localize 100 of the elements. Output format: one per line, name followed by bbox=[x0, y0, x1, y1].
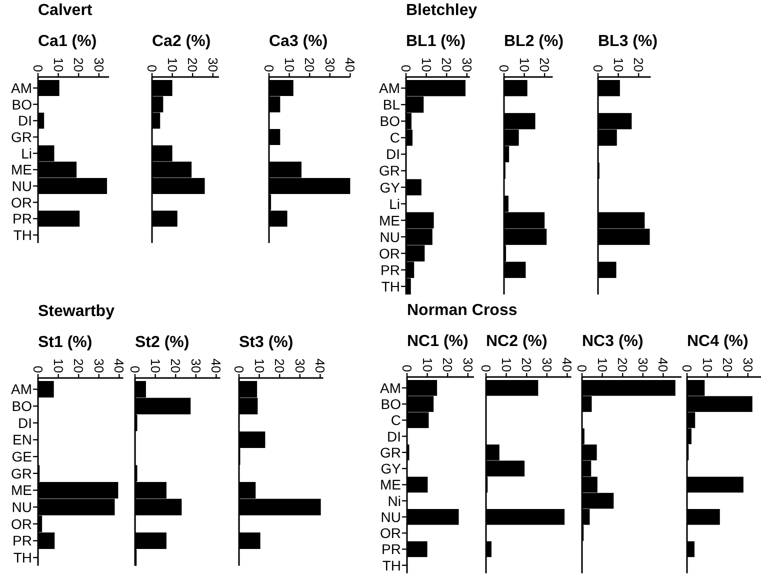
y-tick-label: NU bbox=[12, 178, 32, 194]
y-tick-label: ME bbox=[379, 212, 400, 228]
x-tick-label: 0 bbox=[30, 366, 46, 373]
y-tick-label: C bbox=[390, 130, 400, 146]
y-tick-label: BO bbox=[380, 113, 400, 130]
x-axis-title: BL3 (%) bbox=[598, 33, 658, 50]
x-axis-title: NC4 (%) bbox=[687, 333, 748, 350]
x-tick-label: 0 bbox=[144, 64, 160, 72]
y-tick-label: TH bbox=[13, 226, 32, 243]
x-tick-label: 10 bbox=[50, 358, 66, 373]
y-tick-label: ME bbox=[11, 482, 32, 498]
x-tick-label: 30 bbox=[539, 358, 554, 372]
y-tick-label: ME bbox=[11, 162, 32, 178]
y-tick-label: GE bbox=[12, 448, 32, 465]
y-tick-label: AM bbox=[379, 80, 400, 96]
x-tick-label: 20 bbox=[519, 358, 534, 372]
x-tick-label: 30 bbox=[188, 358, 204, 373]
x-tick-label: 10 bbox=[252, 358, 267, 373]
chart-title: Stewartby bbox=[38, 303, 115, 320]
x-tick-label: 30 bbox=[292, 358, 308, 373]
y-tick-label: AM bbox=[11, 381, 32, 398]
x-tick-label: 10 bbox=[594, 358, 610, 372]
x-tick-label: 30 bbox=[460, 358, 476, 372]
x-tick-label: 0 bbox=[262, 64, 276, 72]
x-tick-label: 0 bbox=[30, 64, 46, 72]
y-tick-label: DI bbox=[387, 428, 401, 444]
y-tick-label: BO bbox=[380, 396, 402, 412]
x-tick-label: 30 bbox=[635, 358, 650, 372]
y-tick-label: OR bbox=[11, 194, 32, 210]
x-tick-label: 30 bbox=[322, 58, 338, 72]
x-axis-title: Ca3 (%) bbox=[269, 33, 328, 50]
x-tick-label: 40 bbox=[208, 358, 224, 373]
y-tick-label: GR bbox=[379, 162, 400, 179]
x-axis-title: BL1 (%) bbox=[406, 33, 466, 50]
y-tick-label: GY bbox=[380, 179, 401, 196]
x-tick-label: 10 bbox=[610, 58, 626, 72]
y-tick-label: BL bbox=[382, 96, 400, 113]
x-axis-title: St1 (%) bbox=[38, 334, 92, 351]
y-tick-label: OR bbox=[11, 516, 32, 532]
y-tick-label: GR bbox=[380, 444, 401, 460]
y-tick-label: NU bbox=[12, 499, 32, 516]
x-axis-title: NC2 (%) bbox=[486, 333, 548, 350]
y-tick-label: TH bbox=[381, 278, 400, 294]
x-tick-label: 0 bbox=[398, 64, 414, 72]
x-tick-label: 20 bbox=[71, 58, 86, 72]
x-tick-label: 20 bbox=[272, 358, 288, 373]
x-tick-label: 20 bbox=[631, 58, 646, 72]
x-axis-title: St3 (%) bbox=[239, 334, 294, 351]
x-tick-label: 20 bbox=[302, 58, 318, 72]
y-tick-label: NU bbox=[380, 228, 400, 245]
x-tick-label: 10 bbox=[164, 58, 180, 72]
y-tick-label: GY bbox=[380, 460, 402, 477]
x-tick-label: 0 bbox=[128, 366, 142, 373]
x-tick-label: 30 bbox=[459, 58, 474, 72]
x-tick-label: 10 bbox=[516, 58, 532, 72]
x-tick-label: 30 bbox=[740, 358, 756, 372]
chart-title: Bletchley bbox=[406, 2, 478, 19]
y-tick-label: PR bbox=[380, 262, 400, 278]
y-tick-label: PR bbox=[382, 541, 401, 558]
x-axis-title: NC3 (%) bbox=[582, 333, 644, 350]
y-tick-label: TH bbox=[382, 557, 401, 574]
x-tick-label: 0 bbox=[574, 364, 590, 372]
x-tick-label: 20 bbox=[720, 358, 736, 372]
y-tick-label: TH bbox=[13, 550, 32, 566]
y-tick-label: Li bbox=[21, 145, 32, 162]
y-tick-label: NU bbox=[380, 508, 401, 525]
y-tick-label: BO bbox=[12, 96, 32, 112]
x-axis-title: NC1 (%) bbox=[407, 333, 468, 350]
y-tick-label: BO bbox=[12, 398, 32, 414]
x-tick-label: 0 bbox=[680, 364, 694, 372]
x-tick-label: 10 bbox=[418, 58, 434, 72]
x-tick-label: 20 bbox=[185, 58, 200, 72]
x-tick-label: 0 bbox=[400, 364, 414, 372]
x-axis-title: St2 (%) bbox=[135, 334, 190, 351]
x-tick-label: 0 bbox=[590, 64, 606, 72]
x-axis-title: Ca2 (%) bbox=[152, 33, 211, 50]
chart-title: Norman Cross bbox=[407, 302, 518, 319]
x-tick-label: 20 bbox=[440, 358, 456, 372]
x-tick-label: 40 bbox=[656, 358, 671, 372]
x-tick-label: 30 bbox=[91, 358, 106, 373]
x-axis-title: Ca1 (%) bbox=[38, 33, 97, 50]
x-tick-label: 10 bbox=[282, 58, 297, 72]
x-tick-label: 10 bbox=[50, 58, 66, 72]
y-tick-label: Ni bbox=[388, 492, 401, 509]
x-tick-label: 20 bbox=[168, 358, 184, 373]
x-tick-label: 30 bbox=[205, 58, 220, 72]
x-tick-label: 20 bbox=[537, 58, 552, 72]
x-tick-label: 30 bbox=[91, 58, 106, 72]
x-tick-label: 40 bbox=[312, 358, 328, 373]
x-tick-label: 10 bbox=[420, 358, 435, 372]
x-tick-label: 10 bbox=[148, 358, 163, 373]
y-tick-label: DI bbox=[386, 146, 400, 162]
y-tick-label: OR bbox=[380, 525, 401, 542]
y-tick-label: AM bbox=[11, 80, 32, 96]
y-tick-label: DI bbox=[18, 112, 32, 129]
x-tick-label: 0 bbox=[478, 364, 494, 372]
x-tick-label: 0 bbox=[232, 366, 246, 373]
x-axis-title: BL2 (%) bbox=[504, 33, 564, 50]
x-tick-label: 20 bbox=[615, 358, 630, 372]
y-tick-label: C bbox=[390, 412, 401, 428]
